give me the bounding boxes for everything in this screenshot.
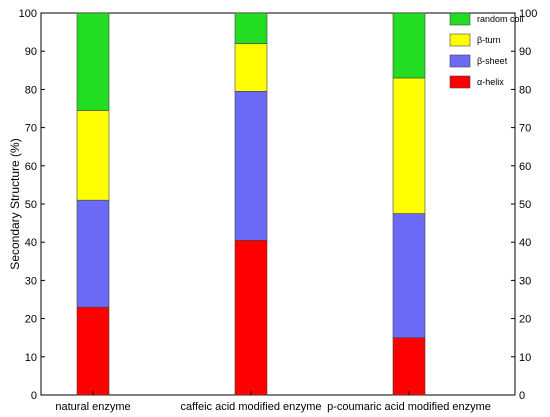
left-tick-label: 20 (25, 314, 37, 326)
category-labels: natural enzyme caffeic acid modified enzy… (55, 391, 491, 413)
legend-swatch-4 (449, 75, 471, 89)
right-tick-label: 0 (519, 390, 525, 402)
left-tick-label: 60 (25, 161, 37, 173)
bar-segment-2-3 (392, 213, 426, 339)
bar-segment-1-1 (76, 306, 110, 396)
right-tick-label: 100 (519, 8, 537, 20)
bar-segment-3-2 (234, 43, 268, 92)
legend-label-2: β-turn (477, 35, 501, 45)
left-tick-label: 40 (25, 237, 37, 249)
plot-area (40, 12, 516, 396)
right-tick-label: 90 (519, 46, 531, 58)
right-tick-label: 60 (519, 161, 531, 173)
bar-segment-4-3 (392, 12, 426, 79)
bar-segment-3-1 (76, 110, 110, 201)
bar-segment-1-3 (392, 337, 426, 396)
bar-segment-4-1 (76, 12, 110, 111)
y-axis-label: Secondary Structure (%) (8, 138, 22, 269)
right-tick-label: 10 (519, 352, 531, 364)
left-tick-label: 70 (25, 123, 37, 135)
left-tick-label: 80 (25, 84, 37, 96)
bar-segment-3-3 (392, 77, 426, 214)
left-tick-label: 50 (25, 199, 37, 211)
left-tick-label: 30 (25, 275, 37, 287)
right-tick-label: 20 (519, 314, 531, 326)
legend-swatch-2 (449, 33, 471, 47)
right-axis-ticks: 0 10 20 30 40 50 60 70 80 90 100 (511, 8, 537, 402)
right-tick-label: 40 (519, 237, 531, 249)
right-tick-label: 70 (519, 123, 531, 135)
legend-swatch-3 (449, 54, 471, 68)
bar-segment-1-2 (234, 239, 268, 396)
left-tick-label: 0 (31, 390, 37, 402)
legend-label-3: β-sheet (477, 56, 508, 66)
category-label-2: caffeic acid modified enzyme (180, 401, 321, 413)
right-tick-label: 30 (519, 275, 531, 287)
legend: random coil β-turn β-sheet α-helix (449, 12, 524, 89)
left-tick-label: 90 (25, 46, 37, 58)
bar-segment-4-2 (234, 12, 268, 44)
bar-segment-2-1 (76, 199, 110, 308)
right-tick-label: 50 (519, 199, 531, 211)
right-tick-label: 80 (519, 84, 531, 96)
left-tick-label: 100 (19, 8, 37, 20)
left-axis-ticks: 0 10 20 30 40 50 60 70 80 90 100 (19, 8, 45, 402)
legend-swatch-1 (449, 12, 471, 26)
bars-layer (76, 12, 426, 396)
category-label-3: p-coumaric acid modified enzyme (327, 401, 491, 413)
bar-segment-2-2 (234, 91, 268, 241)
left-tick-label: 10 (25, 352, 37, 364)
legend-label-1: random coil (477, 14, 524, 24)
category-label-1: natural enzyme (55, 401, 130, 413)
legend-label-4: α-helix (477, 77, 504, 87)
